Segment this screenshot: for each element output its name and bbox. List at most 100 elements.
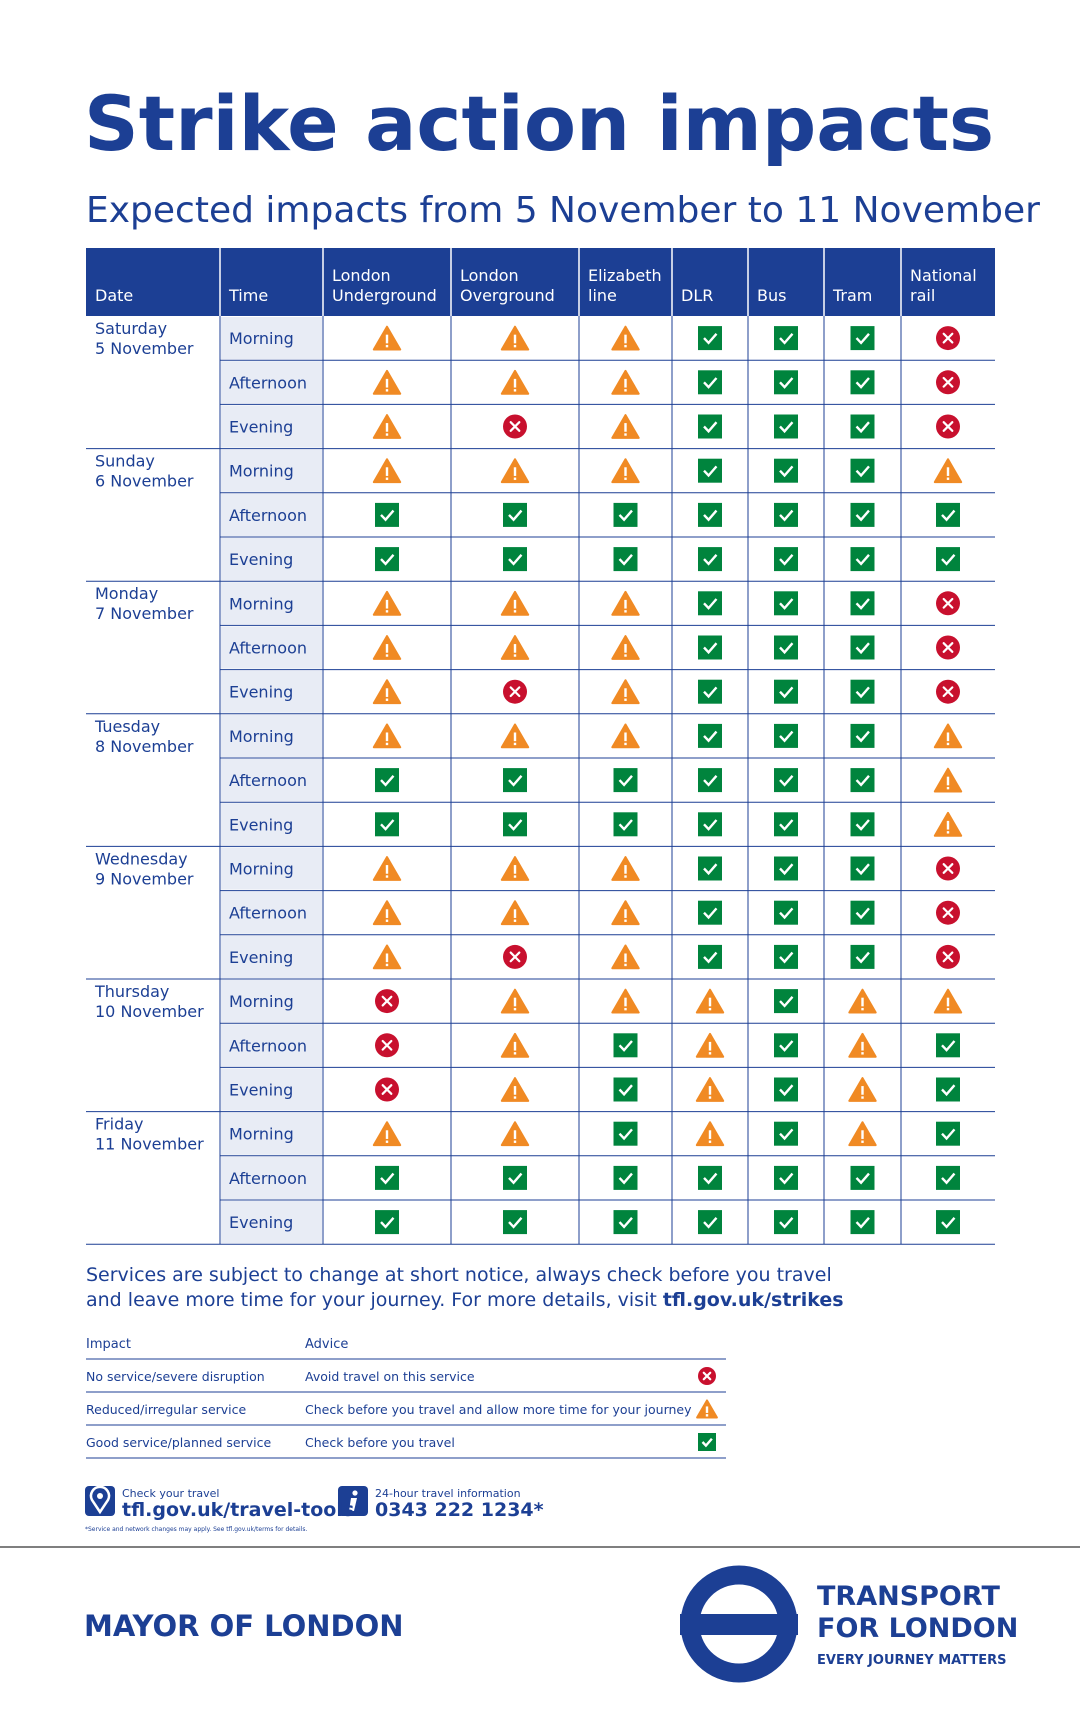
time-label: Evening [229, 1081, 293, 1100]
time-cell [221, 493, 322, 536]
check-icon [850, 1210, 875, 1235]
check-mark [703, 686, 718, 699]
check-mark [941, 1216, 956, 1229]
check-mark [855, 421, 870, 434]
check-icon [936, 502, 960, 527]
warning-bang [513, 997, 517, 1007]
warning-bang [708, 1086, 712, 1095]
status-icon [696, 1399, 718, 1419]
warning-dot [946, 831, 950, 834]
check-icon [698, 370, 722, 395]
check-mark [703, 774, 718, 787]
check-mark [618, 1172, 633, 1185]
check-mark [779, 1084, 794, 1097]
time-label: Evening [229, 550, 293, 569]
check-icon [936, 1077, 960, 1102]
status-icon [613, 1033, 638, 1058]
check-icon [698, 768, 722, 793]
check-icon [503, 768, 527, 793]
time-cell [221, 405, 322, 448]
status-icon [774, 944, 798, 969]
check-mark [855, 863, 870, 876]
x-cross [942, 907, 954, 919]
status-icon [774, 1165, 798, 1190]
check-mark [618, 819, 633, 831]
legend-header: Advice [305, 1337, 348, 1352]
status-icon [613, 1210, 638, 1235]
contact-label: Check your travel [122, 1487, 219, 1500]
warning-bang [513, 732, 517, 742]
warning-bang [946, 732, 950, 742]
status-icon [372, 944, 402, 970]
warning-bang [513, 1041, 517, 1051]
status-icon [500, 1121, 530, 1147]
warning-dot [513, 610, 517, 613]
check-mark [779, 1216, 794, 1229]
warning-dot [513, 1052, 517, 1055]
status-icon [500, 900, 530, 926]
status-icon [936, 635, 960, 660]
warning-bang [513, 378, 517, 388]
warning-dot [513, 919, 517, 922]
check-mark [618, 1128, 633, 1141]
check-icon [375, 502, 399, 527]
status-icon [698, 679, 722, 704]
warning-bang [385, 334, 389, 344]
warning-bang [708, 1041, 712, 1051]
status-icon [503, 502, 527, 527]
warning-bang [385, 732, 389, 742]
column-header: Date [95, 286, 133, 305]
day-date: 11 November [95, 1135, 204, 1154]
check-icon [375, 547, 399, 572]
check-icon [375, 1165, 399, 1190]
warning-dot [861, 1096, 864, 1099]
warning-bang [861, 997, 864, 1007]
status-icon [695, 988, 725, 1014]
warning-bang [624, 644, 627, 653]
check-icon [850, 414, 875, 439]
check-icon [774, 326, 798, 351]
warning-dot [624, 698, 627, 701]
warning-bang [624, 909, 627, 918]
status-icon [503, 547, 527, 572]
status-icon [375, 768, 399, 793]
warning-bang [385, 423, 389, 432]
status-icon [850, 856, 875, 881]
check-mark [941, 553, 956, 566]
warning-dot [705, 1414, 709, 1417]
x-cross [942, 951, 954, 963]
status-icon [372, 325, 402, 351]
day-date: 5 November [95, 339, 194, 358]
status-icon [695, 1032, 725, 1058]
check-icon [850, 856, 875, 881]
check-mark [779, 377, 794, 389]
status-icon [774, 547, 798, 572]
check-mark [779, 421, 794, 434]
check-icon [850, 679, 875, 704]
check-icon [850, 1165, 875, 1190]
warning-dot [624, 477, 627, 480]
status-icon [611, 590, 640, 616]
x-cross [942, 642, 954, 653]
status-icon [503, 768, 527, 793]
status-icon [850, 458, 875, 483]
check-icon [613, 547, 638, 572]
warning-bang [385, 865, 389, 874]
warning-dot [708, 1007, 712, 1011]
status-icon [850, 1165, 875, 1190]
check-icon [850, 812, 875, 837]
check-icon [698, 591, 722, 616]
status-icon [936, 1210, 960, 1235]
column-header: London Underground [332, 266, 437, 305]
check-icon [774, 723, 798, 748]
warning-bang [385, 953, 389, 963]
check-mark [855, 598, 870, 610]
status-icon [774, 989, 798, 1014]
check-icon [613, 1165, 638, 1190]
time-cell [221, 626, 322, 669]
status-icon [375, 1077, 399, 1102]
status-icon [611, 900, 640, 926]
check-icon [613, 1210, 638, 1235]
status-icon [698, 768, 722, 793]
